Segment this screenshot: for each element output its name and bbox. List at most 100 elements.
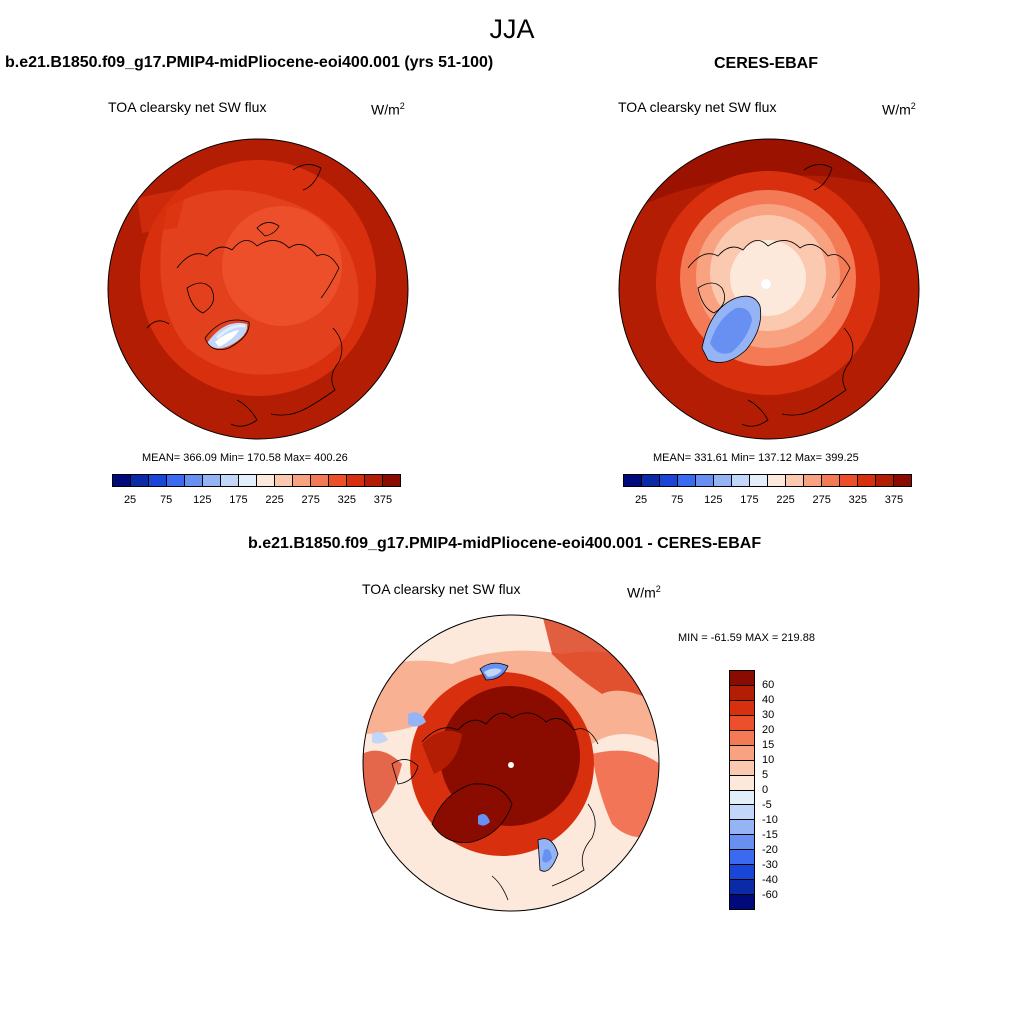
colorbar-tick-label: -40 bbox=[762, 874, 778, 886]
colorbar-tick-label: 275 bbox=[812, 494, 831, 506]
panel1-variable-label: TOA clearsky net SW flux bbox=[108, 99, 267, 115]
panel3-stats: MIN = -61.59 MAX = 219.88 bbox=[678, 632, 815, 644]
colorbar-tick-label: -15 bbox=[762, 829, 778, 841]
colorbar-swatch bbox=[730, 775, 754, 791]
colorbar-tick-label: 175 bbox=[740, 494, 759, 506]
colorbar-swatch bbox=[840, 475, 858, 486]
colorbar-swatch bbox=[239, 475, 257, 486]
panel3-heading: b.e21.B1850.f09_g17.PMIP4-midPliocene-eo… bbox=[248, 535, 762, 552]
colorbar-swatch bbox=[257, 475, 275, 486]
colorbar-swatch bbox=[293, 475, 311, 486]
panel1-colorbar bbox=[112, 474, 401, 487]
colorbar-swatch bbox=[624, 475, 642, 486]
colorbar-swatch bbox=[275, 475, 293, 486]
colorbar-tick-label: 40 bbox=[762, 694, 775, 706]
panel1-stats: MEAN= 366.09 Min= 170.58 Max= 400.26 bbox=[142, 452, 348, 464]
colorbar-swatch bbox=[894, 475, 911, 486]
colorbar-tick-label: 0 bbox=[762, 784, 769, 796]
colorbar-swatch bbox=[113, 475, 131, 486]
colorbar-tick-label: 75 bbox=[160, 494, 173, 506]
panel3-colorbar bbox=[729, 670, 755, 910]
colorbar-tick-label: -30 bbox=[762, 859, 778, 871]
colorbar-tick-label: 20 bbox=[762, 724, 775, 736]
colorbar-swatch bbox=[714, 475, 732, 486]
panel1-heading: b.e21.B1850.f09_g17.PMIP4-midPliocene-eo… bbox=[5, 54, 494, 71]
colorbar-swatch bbox=[696, 475, 714, 486]
colorbar-tick-label: 325 bbox=[848, 494, 867, 506]
panel2-heading: CERES-EBAF bbox=[714, 55, 819, 72]
colorbar-swatch bbox=[750, 475, 768, 486]
colorbar-swatch bbox=[347, 475, 365, 486]
colorbar-swatch bbox=[730, 820, 754, 836]
colorbar-swatch bbox=[804, 475, 822, 486]
colorbar-swatch bbox=[383, 475, 400, 486]
panel2-variable-label: TOA clearsky net SW flux bbox=[618, 99, 777, 115]
colorbar-swatch bbox=[730, 805, 754, 821]
colorbar-swatch bbox=[858, 475, 876, 486]
colorbar-tick-label: 225 bbox=[776, 494, 795, 506]
colorbar-tick-label: 325 bbox=[337, 494, 356, 506]
colorbar-tick-label: 375 bbox=[373, 494, 393, 506]
colorbar-tick-label: 225 bbox=[265, 494, 284, 506]
colorbar-swatch bbox=[203, 475, 221, 486]
panel3-variable-label: TOA clearsky net SW flux bbox=[362, 581, 521, 597]
colorbar-swatch bbox=[730, 715, 754, 731]
colorbar-tick-label: 125 bbox=[193, 494, 212, 506]
panel1-colorbar-ticks: 25 75 125 175 225 275 325 375 bbox=[112, 494, 401, 508]
colorbar-swatch bbox=[730, 835, 754, 851]
colorbar-swatch bbox=[730, 865, 754, 881]
panel3-colorbar-ticks: 60 40 30 20 15 10 5 0 -5 -10 -15 -20 -30 -40 -60 bbox=[762, 670, 802, 910]
colorbar-swatch bbox=[730, 730, 754, 746]
colorbar-tick-label: -60 bbox=[762, 889, 778, 901]
colorbar-swatch bbox=[167, 475, 185, 486]
colorbar-swatch bbox=[730, 880, 754, 896]
colorbar-tick-label: 175 bbox=[229, 494, 248, 506]
colorbar-swatch bbox=[131, 475, 149, 486]
panel2-colorbar bbox=[623, 474, 912, 487]
colorbar-tick-label: -20 bbox=[762, 844, 778, 856]
panel2-polar-map bbox=[618, 138, 920, 440]
colorbar-tick-label: 75 bbox=[671, 494, 684, 506]
colorbar-swatch bbox=[149, 475, 167, 486]
colorbar-swatch bbox=[730, 760, 754, 776]
colorbar-tick-label: 5 bbox=[762, 769, 769, 781]
colorbar-swatch bbox=[768, 475, 786, 486]
panel3-polar-map bbox=[362, 614, 660, 912]
colorbar-swatch bbox=[732, 475, 750, 486]
panel2-colorbar-ticks: 25 75 125 175 225 275 325 375 bbox=[623, 494, 912, 508]
panel1-units: W/m2 bbox=[371, 101, 405, 118]
colorbar-swatch bbox=[786, 475, 804, 486]
colorbar-swatch bbox=[822, 475, 840, 486]
colorbar-tick-label: 375 bbox=[884, 494, 904, 506]
panel2-units: W/m2 bbox=[882, 101, 916, 118]
colorbar-swatch bbox=[678, 475, 696, 486]
colorbar-tick-label: 60 bbox=[762, 679, 775, 691]
colorbar-swatch bbox=[730, 685, 754, 701]
colorbar-tick-label: 125 bbox=[704, 494, 723, 506]
colorbar-tick-label: 25 bbox=[123, 494, 137, 506]
colorbar-tick-label: 15 bbox=[762, 739, 775, 751]
colorbar-tick-label: -10 bbox=[762, 814, 778, 826]
panel1-polar-map bbox=[107, 138, 409, 440]
colorbar-swatch bbox=[730, 671, 754, 686]
colorbar-swatch bbox=[642, 475, 660, 486]
colorbar-swatch bbox=[730, 700, 754, 716]
colorbar-tick-label: 275 bbox=[301, 494, 320, 506]
colorbar-swatch bbox=[365, 475, 383, 486]
colorbar-swatch bbox=[730, 895, 754, 909]
panel2-stats: MEAN= 331.61 Min= 137.12 Max= 399.25 bbox=[653, 452, 859, 464]
colorbar-tick-label: 10 bbox=[762, 754, 775, 766]
colorbar-swatch bbox=[185, 475, 203, 486]
colorbar-tick-label: 25 bbox=[634, 494, 648, 506]
colorbar-swatch bbox=[311, 475, 329, 486]
colorbar-swatch bbox=[221, 475, 239, 486]
colorbar-swatch bbox=[730, 745, 754, 761]
panel3-units: W/m2 bbox=[627, 584, 661, 601]
colorbar-tick-label: 30 bbox=[762, 709, 775, 721]
colorbar-swatch bbox=[730, 850, 754, 866]
colorbar-tick-label: -5 bbox=[762, 799, 772, 811]
colorbar-swatch bbox=[660, 475, 678, 486]
colorbar-swatch bbox=[730, 790, 754, 806]
colorbar-swatch bbox=[876, 475, 894, 486]
colorbar-swatch bbox=[329, 475, 347, 486]
